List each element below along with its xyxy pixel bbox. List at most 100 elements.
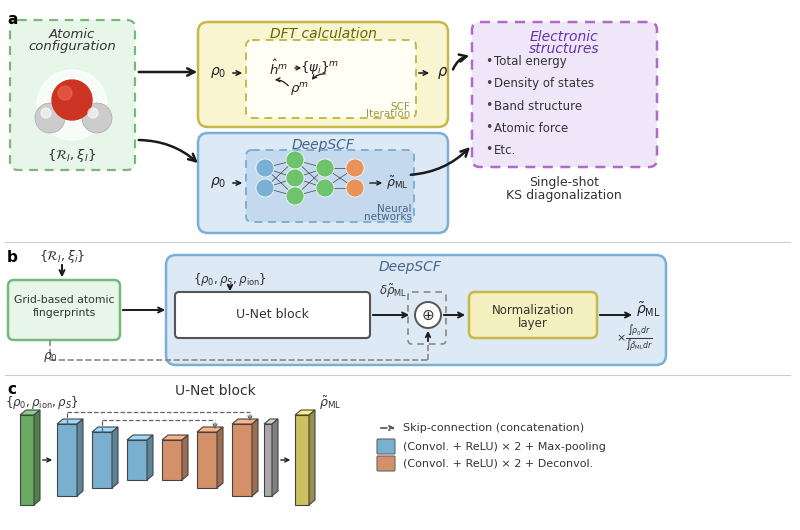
Text: (Convol. + ReLU) × 2 + Max-pooling: (Convol. + ReLU) × 2 + Max-pooling bbox=[403, 442, 606, 452]
Polygon shape bbox=[162, 440, 182, 480]
FancyBboxPatch shape bbox=[10, 20, 135, 170]
Text: layer: layer bbox=[518, 316, 548, 330]
Text: $\{\mathcal{R}_I,\xi_I\}$: $\{\mathcal{R}_I,\xi_I\}$ bbox=[47, 146, 97, 163]
Text: Skip-connection (concatenation): Skip-connection (concatenation) bbox=[403, 423, 584, 433]
Text: $\rho_0$: $\rho_0$ bbox=[42, 350, 58, 364]
Text: Density of states: Density of states bbox=[494, 77, 594, 91]
Polygon shape bbox=[295, 410, 315, 415]
Text: fingerprints: fingerprints bbox=[32, 308, 96, 318]
Polygon shape bbox=[20, 415, 34, 505]
Text: b: b bbox=[7, 250, 18, 265]
Polygon shape bbox=[162, 435, 188, 440]
Text: $\rho_0$: $\rho_0$ bbox=[210, 66, 226, 81]
Polygon shape bbox=[272, 419, 278, 496]
Polygon shape bbox=[92, 432, 112, 488]
FancyBboxPatch shape bbox=[472, 22, 657, 167]
Polygon shape bbox=[112, 427, 118, 488]
Text: Single-shot: Single-shot bbox=[529, 176, 599, 189]
Polygon shape bbox=[127, 440, 147, 480]
FancyBboxPatch shape bbox=[246, 150, 414, 222]
Text: configuration: configuration bbox=[28, 40, 116, 53]
Text: c: c bbox=[7, 382, 16, 397]
Text: structures: structures bbox=[529, 42, 599, 56]
Text: •: • bbox=[485, 77, 492, 91]
Text: Neural: Neural bbox=[378, 204, 412, 214]
Circle shape bbox=[286, 151, 304, 169]
Polygon shape bbox=[197, 427, 223, 432]
Circle shape bbox=[256, 179, 274, 197]
Text: Normalization: Normalization bbox=[492, 305, 574, 317]
Text: $\{\rho_0,\rho_S,\rho_{\rm ion}\}$: $\{\rho_0,\rho_S,\rho_{\rm ion}\}$ bbox=[193, 271, 267, 288]
FancyBboxPatch shape bbox=[8, 280, 120, 340]
Text: DFT calculation: DFT calculation bbox=[270, 27, 377, 41]
Circle shape bbox=[316, 159, 334, 177]
Circle shape bbox=[256, 159, 274, 177]
FancyBboxPatch shape bbox=[246, 40, 416, 118]
Text: SCF: SCF bbox=[390, 102, 410, 112]
Text: a: a bbox=[7, 12, 18, 27]
Polygon shape bbox=[295, 415, 309, 505]
Text: Etc.: Etc. bbox=[494, 144, 516, 156]
Circle shape bbox=[286, 169, 304, 187]
Circle shape bbox=[58, 86, 72, 100]
Polygon shape bbox=[77, 419, 83, 496]
Polygon shape bbox=[232, 424, 252, 496]
FancyBboxPatch shape bbox=[175, 292, 370, 338]
Text: Atomic force: Atomic force bbox=[494, 121, 568, 135]
Polygon shape bbox=[57, 419, 83, 424]
Polygon shape bbox=[127, 435, 153, 440]
Polygon shape bbox=[217, 427, 223, 488]
Text: •: • bbox=[485, 121, 492, 135]
Circle shape bbox=[88, 108, 98, 118]
Text: U-Net block: U-Net block bbox=[235, 308, 309, 322]
Circle shape bbox=[286, 187, 304, 205]
Polygon shape bbox=[147, 435, 153, 480]
Text: Grid-based atomic: Grid-based atomic bbox=[14, 295, 114, 305]
Polygon shape bbox=[309, 410, 315, 505]
Text: $\tilde{\rho}_{\rm ML}$: $\tilde{\rho}_{\rm ML}$ bbox=[636, 301, 660, 319]
Circle shape bbox=[346, 179, 364, 197]
Circle shape bbox=[346, 159, 364, 177]
Circle shape bbox=[35, 103, 65, 133]
Circle shape bbox=[41, 108, 51, 118]
Circle shape bbox=[52, 80, 92, 120]
Text: •: • bbox=[485, 100, 492, 112]
Text: $\{\mathcal{R}_I,\xi_i\}$: $\{\mathcal{R}_I,\xi_i\}$ bbox=[39, 248, 85, 265]
Text: Total energy: Total energy bbox=[494, 56, 566, 68]
Text: KS diagonalization: KS diagonalization bbox=[506, 189, 622, 202]
Text: U-Net block: U-Net block bbox=[174, 384, 255, 398]
Circle shape bbox=[37, 70, 107, 140]
Polygon shape bbox=[264, 424, 272, 496]
Text: $\oplus$: $\oplus$ bbox=[422, 307, 434, 322]
Text: $\delta\tilde{\rho}_{\rm ML}$: $\delta\tilde{\rho}_{\rm ML}$ bbox=[379, 282, 407, 300]
Text: $\rho$: $\rho$ bbox=[438, 65, 449, 81]
FancyBboxPatch shape bbox=[377, 439, 395, 454]
Text: $\times\frac{\int\!\rho_0 dr}{\int\!\tilde{\rho}_{\rm ML}dr}$: $\times\frac{\int\!\rho_0 dr}{\int\!\til… bbox=[616, 324, 654, 353]
Text: $\tilde{\rho}_{\rm ML}$: $\tilde{\rho}_{\rm ML}$ bbox=[318, 395, 342, 412]
Text: Atomic: Atomic bbox=[49, 28, 95, 41]
Text: DeepSCF: DeepSCF bbox=[378, 260, 442, 274]
FancyBboxPatch shape bbox=[166, 255, 666, 365]
Text: DeepSCF: DeepSCF bbox=[291, 138, 354, 152]
Text: $\hat{h}^m$: $\hat{h}^m$ bbox=[269, 58, 287, 77]
Text: Band structure: Band structure bbox=[494, 100, 582, 112]
Polygon shape bbox=[197, 432, 217, 488]
Polygon shape bbox=[264, 419, 278, 424]
Circle shape bbox=[415, 302, 441, 328]
Text: Iteration: Iteration bbox=[366, 109, 410, 119]
Polygon shape bbox=[20, 410, 40, 415]
Polygon shape bbox=[34, 410, 40, 505]
Text: $\rho_0$: $\rho_0$ bbox=[210, 175, 226, 190]
FancyBboxPatch shape bbox=[469, 292, 597, 338]
Polygon shape bbox=[232, 419, 258, 424]
Text: $\{\rho_0,\rho_{\rm ion},\rho_S\}$: $\{\rho_0,\rho_{\rm ion},\rho_S\}$ bbox=[5, 394, 79, 411]
Text: $\tilde{\rho}_{\rm ML}$: $\tilde{\rho}_{\rm ML}$ bbox=[386, 174, 408, 192]
Text: networks: networks bbox=[364, 212, 412, 222]
Text: •: • bbox=[485, 56, 492, 68]
Circle shape bbox=[316, 179, 334, 197]
Polygon shape bbox=[182, 435, 188, 480]
Text: $\{\psi_i\}^m$: $\{\psi_i\}^m$ bbox=[301, 59, 339, 76]
FancyBboxPatch shape bbox=[198, 133, 448, 233]
FancyBboxPatch shape bbox=[377, 456, 395, 471]
Text: $\rho^m$: $\rho^m$ bbox=[290, 82, 310, 99]
